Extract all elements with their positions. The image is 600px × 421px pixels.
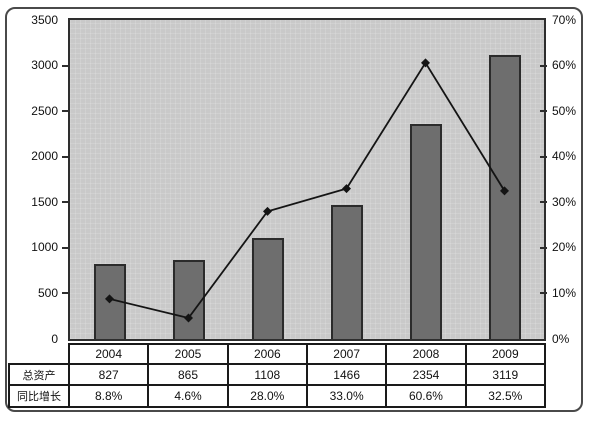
left-axis-tick — [62, 64, 69, 67]
diamond-marker-2008 — [421, 58, 430, 68]
y-axis-label: 3500 — [31, 12, 58, 27]
y-axis-label: 1500 — [31, 194, 58, 209]
y-axis-label: 2000 — [31, 149, 58, 164]
right-axis-tick — [540, 292, 547, 295]
percent-axis-label: 70% — [552, 12, 577, 27]
total-assets-cell: 1108 — [226, 365, 306, 384]
percent-axis-label: 0% — [552, 331, 570, 346]
yoy-growth-cell: 8.8% — [68, 386, 147, 406]
left-axis-tick — [62, 110, 69, 113]
table-row-total-assets: 总资产 827 865 1108 1466 2354 3119 — [8, 363, 546, 386]
right-axis-tick — [540, 64, 547, 67]
bar-2006 — [251, 238, 284, 339]
yoy-growth-cell: 33.0% — [305, 386, 385, 406]
left-axis-tick — [62, 292, 69, 295]
left-axis-tick — [62, 201, 69, 204]
right-axis-tick — [540, 110, 547, 113]
bar-2009 — [488, 54, 521, 339]
y-axis-label: 0 — [51, 331, 58, 346]
yoy-growth-cell: 32.5% — [464, 386, 544, 406]
year-cell: 2006 — [226, 345, 306, 363]
percent-axis-label: 10% — [552, 285, 577, 300]
total-assets-cell: 1466 — [305, 365, 385, 384]
total-assets-cell: 865 — [147, 365, 226, 384]
left-axis-tick — [62, 246, 69, 249]
right-axis-tick — [540, 201, 547, 204]
plot-area — [68, 18, 546, 341]
y-axis-label: 2500 — [31, 103, 58, 118]
y-axis-label: 500 — [37, 285, 58, 300]
diamond-marker-2007 — [342, 184, 351, 194]
y-axis-label: 1000 — [31, 240, 58, 255]
y-axis-label: 3000 — [31, 58, 58, 73]
left-axis-tick — [62, 155, 69, 158]
diamond-marker-2005 — [184, 313, 193, 323]
year-cell: 2009 — [464, 345, 544, 363]
total-assets-cell: 827 — [68, 365, 147, 384]
percent-axis-label: 30% — [552, 194, 577, 209]
right-axis-tick — [540, 246, 547, 249]
growth-line-layer — [105, 58, 509, 323]
year-cell: 2005 — [147, 345, 226, 363]
total-assets-cell: 3119 — [464, 365, 544, 384]
diamond-marker-2009 — [500, 186, 509, 196]
yoy-growth-cell: 28.0% — [226, 386, 306, 406]
yoy-growth-cell: 4.6% — [147, 386, 226, 406]
year-cell: 2007 — [305, 345, 385, 363]
bar-2007 — [330, 205, 363, 339]
bars-layer — [70, 20, 544, 339]
x-axis-year-row: 2004 2005 2006 2007 2008 2009 — [68, 343, 546, 365]
year-cell: 2004 — [95, 347, 123, 361]
total-assets-cell: 2354 — [385, 365, 464, 384]
bar-2005 — [172, 260, 205, 339]
table-row-yoy-growth: 同比增长 8.8% 4.6% 28.0% 33.0% 60.6% 32.5% — [8, 384, 546, 408]
percent-axis-label: 60% — [552, 58, 577, 73]
growth-line — [109, 61, 506, 320]
row-label-yoy-growth: 同比增长 — [17, 391, 61, 403]
yoy-growth-cell: 60.6% — [385, 386, 464, 406]
percent-axis-label: 20% — [552, 240, 577, 255]
row-label-total-assets: 总资产 — [22, 369, 56, 382]
bar-2008 — [409, 124, 442, 339]
percent-axis-label: 50% — [552, 103, 577, 118]
year-cell: 2008 — [385, 345, 464, 363]
diamond-marker-2006 — [263, 206, 272, 216]
percent-axis-label: 40% — [552, 149, 577, 164]
right-axis-tick — [540, 155, 547, 158]
diamond-marker-2004 — [105, 294, 114, 304]
